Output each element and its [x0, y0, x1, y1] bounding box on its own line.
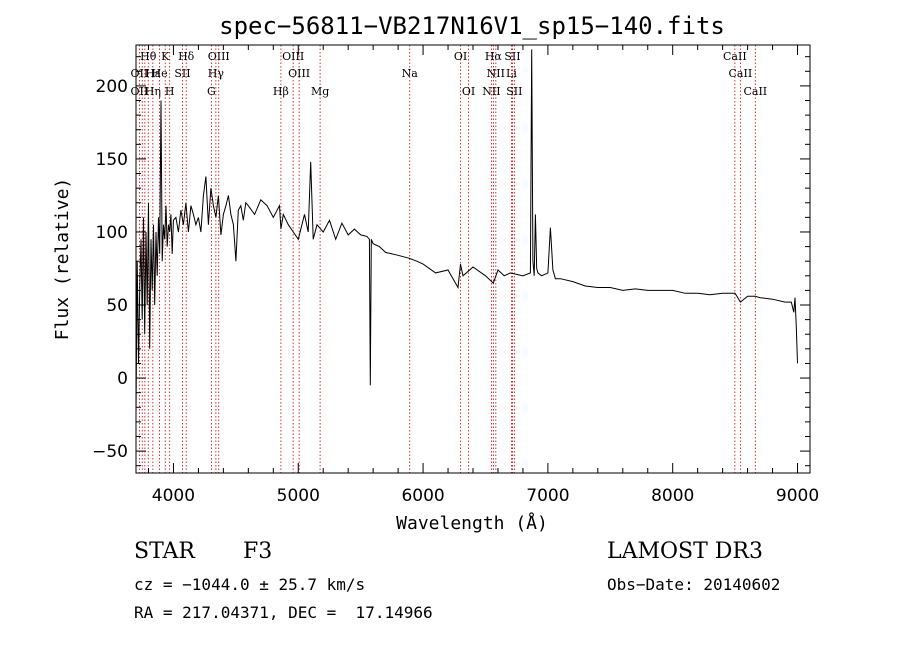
ra-dec-coordinates: RA = 217.04371, DEC = 17.14966 — [134, 603, 433, 622]
emission-line-markers — [138, 45, 756, 473]
emission-line-label: SII — [174, 67, 190, 80]
redshift-cz: cz = −1044.0 ± 25.7 km/s — [134, 575, 366, 594]
emission-line-label: Hβ — [273, 85, 289, 98]
emission-line-label: Hθ — [140, 50, 157, 63]
y-tick-label: 100 — [96, 223, 128, 243]
emission-line-label: Hε — [145, 67, 161, 80]
emission-line-label: He — [152, 67, 168, 80]
chart-title: spec−56811−VB217N16V1_sp15−140.fits — [219, 12, 725, 40]
emission-line-label: Hα — [485, 50, 503, 63]
x-tick-label: 9000 — [776, 486, 819, 506]
emission-line-label: CaII — [723, 50, 747, 63]
emission-line-label: SII — [506, 85, 522, 98]
emission-line-label: OI — [454, 50, 467, 63]
x-tick-label: 5000 — [277, 486, 320, 506]
emission-line-label: Mg — [311, 85, 329, 98]
object-class: STAR — [134, 539, 195, 564]
emission-line-label: G — [207, 85, 216, 98]
x-tick-label: 7000 — [526, 486, 569, 506]
emission-line-label: Na — [402, 67, 419, 80]
emission-line-label: Hη — [145, 85, 161, 98]
emission-line-label: OII — [131, 85, 149, 98]
y-axis-label: Flux (relative) — [52, 178, 73, 341]
survey-name: LAMOST DR3 — [607, 539, 763, 564]
plot-frame — [135, 44, 811, 474]
emission-line-label: OIII — [208, 50, 230, 63]
x-tick-label: 8000 — [651, 486, 694, 506]
emission-line-label: SII — [504, 50, 520, 63]
x-axis-label: Wavelength (Å) — [396, 512, 548, 534]
x-axis-ticks: 4000 5000 6000 7000 8000 9000 — [147, 45, 819, 506]
y-tick-label: 50 — [106, 296, 128, 316]
x-tick-label: 6000 — [401, 486, 444, 506]
emission-line-label: H — [165, 85, 175, 98]
emission-line-label: Li — [506, 67, 517, 80]
emission-line-label: OIII — [282, 50, 304, 63]
spectrum-series-line — [135, 49, 798, 415]
y-tick-label: 0 — [117, 369, 128, 389]
x-tick-label: 4000 — [152, 486, 195, 506]
y-tick-label: 200 — [96, 77, 128, 97]
emission-line-label: OIII — [288, 67, 310, 80]
emission-line-label: NII — [482, 85, 500, 98]
observation-date: Obs−Date: 20140602 — [607, 575, 781, 594]
emission-line-label: OI — [462, 85, 475, 98]
emission-line-label: NII — [487, 67, 505, 80]
y-tick-label: 150 — [96, 150, 128, 170]
emission-line-label: OII — [131, 67, 149, 80]
y-axis-ticks: −50 0 50 100 150 200 — [92, 56, 810, 467]
y-tick-label: −50 — [92, 442, 128, 462]
emission-line-label: CaII — [729, 67, 753, 80]
object-subclass: F3 — [243, 539, 273, 564]
emission-line-label: Hγ — [208, 67, 225, 80]
emission-line-label: K — [161, 50, 170, 63]
emission-line-label: Hδ — [178, 50, 195, 63]
emission-line-label: CaII — [743, 85, 767, 98]
